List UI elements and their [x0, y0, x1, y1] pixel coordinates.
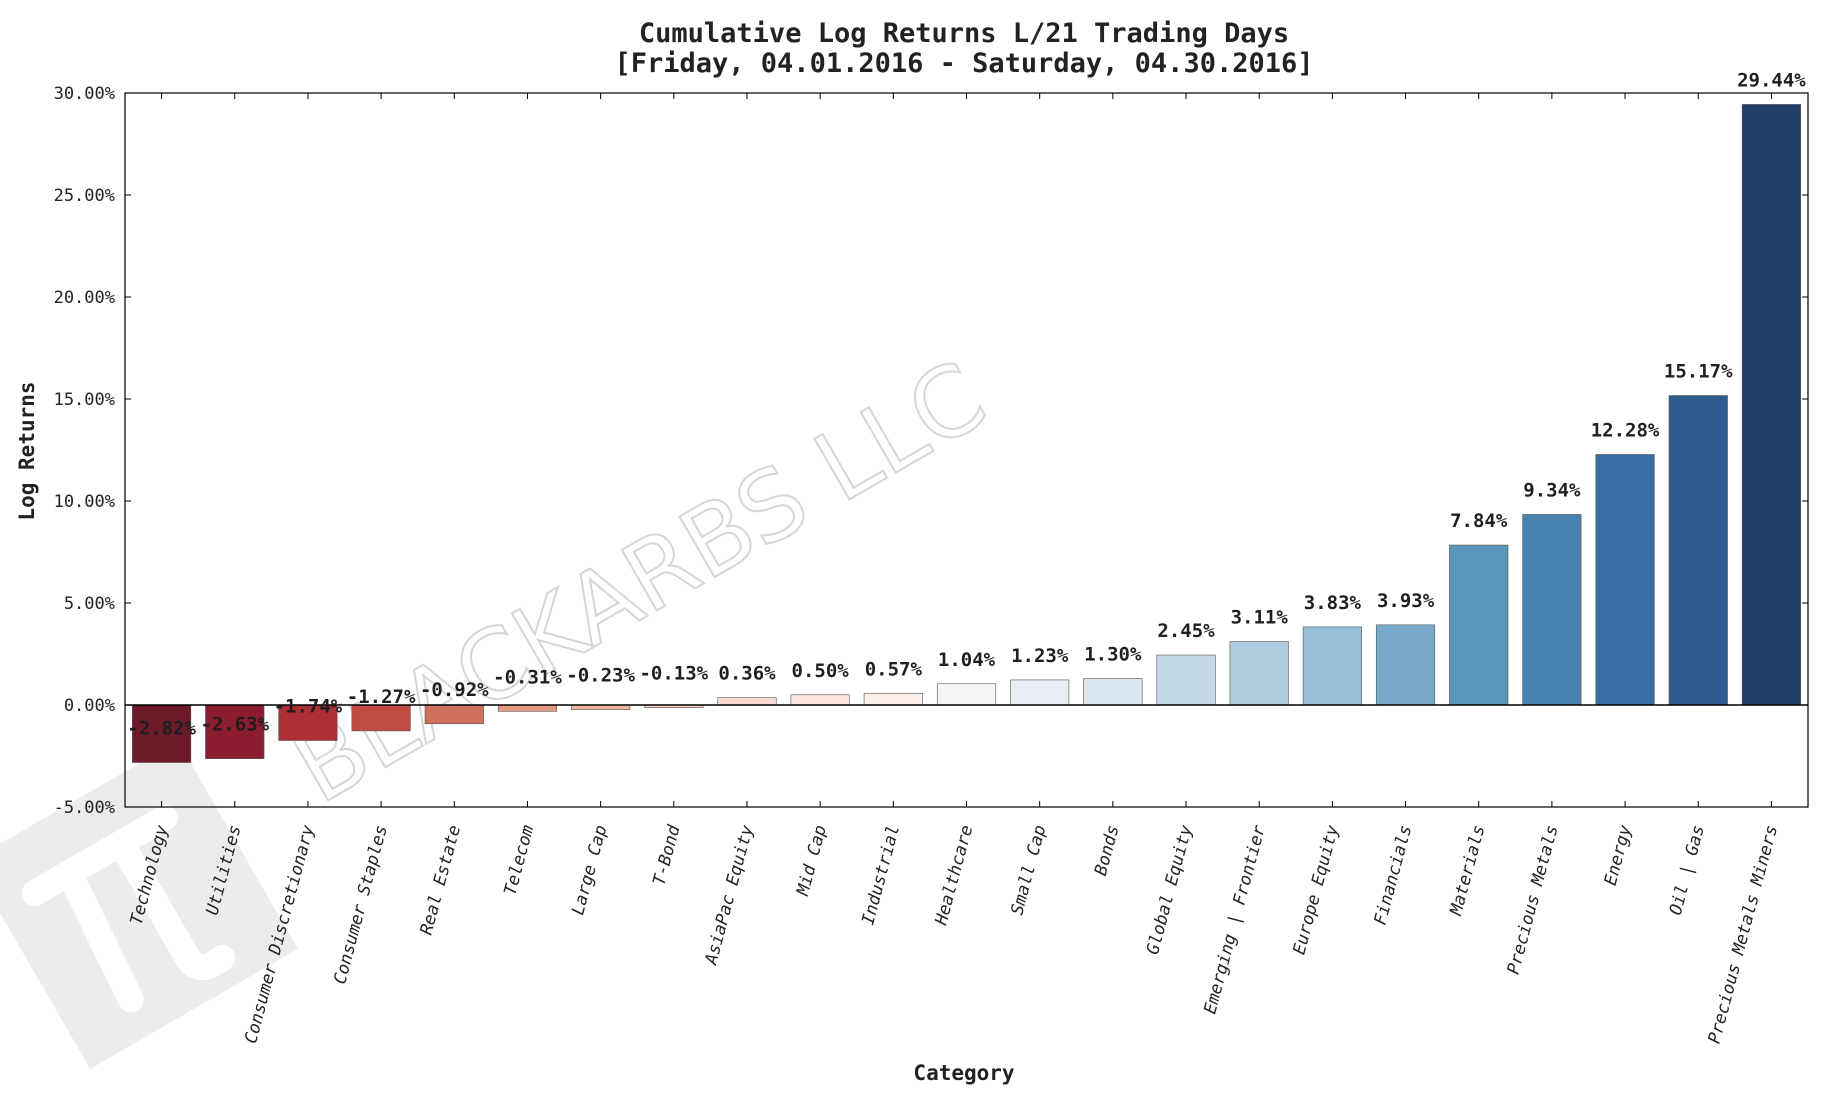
data-label: 3.93% [1377, 590, 1435, 612]
bar [1010, 679, 1070, 706]
chart-title-block: Cumulative Log Returns L/21 Trading Days… [615, 18, 1314, 79]
y-tick-label: 0.00% [64, 696, 115, 716]
data-label: 0.57% [865, 658, 923, 680]
data-label: 15.17% [1664, 361, 1733, 383]
x-tick-label: Healthcare [931, 823, 977, 928]
x-axis-label: Category [913, 1061, 1015, 1085]
data-label: 3.83% [1304, 592, 1362, 614]
bar [1229, 641, 1289, 706]
x-tick-label: Mid Cap [793, 823, 831, 898]
data-label: 2.45% [1157, 620, 1215, 642]
watermark-logo [0, 741, 298, 1069]
data-label: -0.23% [566, 665, 635, 687]
data-label: -0.31% [493, 666, 562, 688]
bar [1522, 514, 1582, 706]
y-tick-label: 15.00% [54, 390, 115, 410]
x-tick-label: Small Cap [1007, 823, 1050, 917]
x-tick-label: AsiaPac Equity [701, 822, 758, 967]
x-tick-label: Consumer Staples [330, 823, 392, 986]
bar [1302, 626, 1362, 706]
x-tick-label: Europe Equity [1289, 822, 1343, 956]
bar [936, 683, 997, 706]
data-label: 9.34% [1523, 479, 1581, 501]
x-tick-label: Oil | Gas [1666, 823, 1709, 917]
watermark-logo-mark [21, 805, 236, 1013]
data-label: 12.28% [1591, 419, 1660, 441]
bar [790, 694, 850, 706]
chart-title: Cumulative Log Returns L/21 Trading Days [639, 18, 1289, 49]
y-tick-label: 10.00% [54, 492, 115, 512]
data-label: -1.27% [347, 686, 416, 708]
x-tick-label: Global Equity [1143, 822, 1197, 956]
data-label: 1.30% [1084, 643, 1142, 665]
data-label: 29.44% [1737, 69, 1806, 91]
bar [1741, 104, 1801, 706]
y-tick-label: 20.00% [54, 288, 115, 308]
bar [1449, 544, 1509, 706]
data-label: 0.50% [792, 660, 850, 682]
bar [1375, 624, 1436, 706]
data-label: -0.92% [420, 679, 489, 701]
x-tick-label: Precious Metals Miners [1705, 823, 1783, 1046]
x-tick-label: Telecom [500, 823, 538, 897]
data-label: 3.11% [1231, 607, 1289, 629]
data-label: 1.23% [1011, 645, 1069, 667]
y-tick-label: 25.00% [54, 186, 115, 206]
bar [205, 704, 265, 759]
bar [717, 697, 777, 706]
data-label: -2.63% [200, 714, 269, 736]
x-tick-label: Large Cap [568, 823, 611, 917]
data-label: 0.36% [718, 663, 776, 685]
data-label: -0.13% [639, 663, 708, 685]
data-label: 1.04% [938, 649, 996, 671]
data-label: 7.84% [1450, 510, 1508, 532]
y-tick-label: -5.00% [54, 798, 115, 818]
x-tick-label: Energy [1601, 822, 1636, 887]
x-tick-label: Real Estate [417, 823, 465, 937]
x-tick-label: Industrial [858, 823, 904, 927]
x-tick-label: Bonds [1091, 823, 1124, 878]
data-label: -1.74% [274, 695, 343, 717]
bar [132, 704, 192, 763]
chart-subtitle: [Friday, 04.01.2016 - Saturday, 04.30.20… [615, 48, 1314, 79]
bar [1668, 395, 1728, 706]
plot-area: -5.00% 0.00% 5.00% 10.00% 15.00% 20.00% 25.00%… [54, 69, 1809, 1046]
y-tick-label: 30.00% [54, 84, 115, 104]
bar [424, 704, 484, 725]
watermark-text: BLACKARBS LLC [276, 340, 1004, 825]
y-axis-label: Log Returns [15, 381, 39, 520]
data-label: -2.82% [127, 718, 196, 740]
bar [863, 693, 923, 706]
x-tick-label: Precious Metals [1504, 823, 1563, 976]
bar [1083, 678, 1143, 706]
x-tick-label: Materials [1446, 823, 1489, 918]
x-tick-label: T-Bond [649, 822, 684, 887]
bar [1595, 454, 1655, 706]
x-tick-label: Emerging | Frontier [1200, 822, 1270, 1016]
watermark-logo-square [0, 741, 298, 1069]
bar [497, 704, 558, 712]
y-tick-label: 5.00% [64, 594, 115, 614]
bar [351, 704, 411, 732]
bar [1156, 654, 1216, 706]
x-tick-label: Financials [1371, 823, 1417, 927]
